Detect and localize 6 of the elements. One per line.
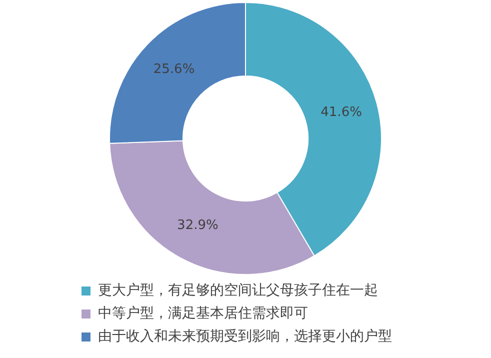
data-label: 32.9%: [177, 218, 218, 233]
data-label: 41.6%: [320, 104, 362, 120]
legend-label: 由于收入和未来预期受到影响，选择更小的户型: [98, 328, 392, 345]
legend-label: 中等户型，满足基本居住需求即可: [98, 306, 308, 322]
data-label: 25.6%: [153, 62, 195, 77]
legend-label: 更大户型，有足够的空间让父母孩子住在一起: [98, 282, 378, 299]
